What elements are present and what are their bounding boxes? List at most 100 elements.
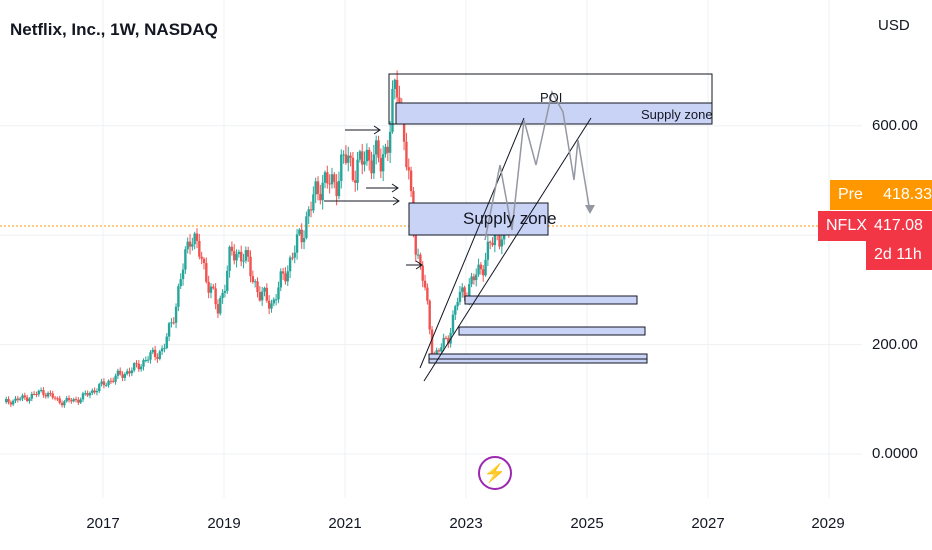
- candle-body: [309, 209, 313, 211]
- x-tick-2027: 2027: [691, 515, 725, 532]
- candle-body: [388, 131, 392, 153]
- candle-body: [18, 398, 22, 400]
- candle-body: [88, 392, 92, 396]
- candle-body: [270, 303, 273, 309]
- candle-body: [81, 393, 85, 400]
- candle-body: [126, 371, 129, 374]
- candle-body: [65, 398, 68, 402]
- candle-body: [123, 373, 127, 378]
- demand-zone[interactable]: [464, 295, 638, 305]
- countdown-value: 2d 11h: [874, 246, 922, 263]
- demand-zone[interactable]: [428, 358, 648, 364]
- candle-body: [158, 351, 161, 359]
- channel-upper-line[interactable]: [419, 117, 525, 369]
- candle-body: [179, 279, 182, 287]
- candle-body: [214, 288, 217, 305]
- candle-body: [349, 155, 352, 158]
- projection-path[interactable]: [484, 89, 591, 241]
- candle-body: [337, 180, 341, 197]
- candle-body: [372, 154, 376, 174]
- candle-body: [326, 172, 329, 184]
- candle-body: [456, 301, 459, 307]
- candle-body: [205, 263, 208, 282]
- candle-body: [91, 390, 94, 393]
- candle-body: [49, 392, 52, 394]
- candle-body: [312, 194, 315, 211]
- x-tick-2019: 2019: [207, 515, 241, 532]
- candle-body: [291, 257, 294, 259]
- candle-body: [300, 229, 303, 243]
- candle-body: [500, 239, 504, 247]
- x-tick-2025: 2025: [570, 515, 604, 532]
- candle-body: [498, 234, 501, 247]
- candle-body: [237, 251, 241, 255]
- y-tick-600: 600.00: [872, 117, 918, 134]
- candle-body: [489, 241, 492, 243]
- candle-body: [21, 395, 24, 399]
- candle-body: [181, 269, 185, 280]
- candle-body: [247, 250, 250, 257]
- candle-body: [368, 149, 371, 161]
- candle-body: [444, 337, 448, 339]
- candle-body: [67, 398, 71, 401]
- arrow-4-head: [415, 260, 423, 270]
- candle-body: [174, 306, 178, 323]
- pre-value: 418.33: [883, 186, 932, 203]
- candle-body: [223, 290, 227, 293]
- candle-body: [314, 181, 317, 195]
- bar-countdown-badge: 2d 11h: [866, 240, 932, 270]
- candle-body: [60, 402, 64, 406]
- y-tick-200: 200.00: [872, 336, 918, 353]
- candle-body: [198, 240, 201, 257]
- candle-body: [435, 350, 438, 356]
- x-tick-2023: 2023: [449, 515, 483, 532]
- arrow-2-head: [391, 183, 399, 193]
- channel-lower-line[interactable]: [423, 117, 592, 382]
- candle-body: [102, 381, 106, 386]
- candle-body: [121, 374, 124, 378]
- candle-body: [95, 390, 99, 393]
- candle-body: [405, 141, 408, 168]
- candle-body: [200, 256, 203, 259]
- candle-body: [302, 237, 306, 243]
- candle-body: [328, 183, 331, 185]
- supply-zone-upper[interactable]: [395, 102, 713, 125]
- candle-body: [423, 280, 427, 288]
- candle-body: [5, 399, 8, 403]
- candle-body: [272, 299, 275, 304]
- candle-body: [416, 254, 420, 256]
- candle-body: [263, 287, 266, 292]
- candle-body: [333, 174, 336, 182]
- candle-body: [235, 254, 238, 261]
- pre-market-badge: Pre 418.33: [830, 180, 932, 210]
- candle-body: [230, 246, 234, 252]
- candle-body: [151, 349, 154, 353]
- chart-grid: [0, 0, 862, 498]
- projection-arrowhead: [585, 205, 595, 214]
- candle-body: [323, 172, 327, 183]
- lightning-bolt-icon[interactable]: ⚡: [478, 456, 512, 490]
- candle-body: [107, 380, 110, 386]
- candle-body: [77, 399, 80, 403]
- candle-body: [46, 392, 50, 397]
- candle-body: [363, 161, 366, 165]
- candle-body: [212, 286, 215, 289]
- candle-body: [379, 157, 383, 172]
- candle-body: [244, 250, 248, 261]
- candle-body: [484, 259, 487, 276]
- candle-body: [53, 397, 57, 399]
- candle-body: [265, 287, 269, 301]
- supply-zone-lower[interactable]: [408, 202, 549, 236]
- candle-body: [321, 182, 324, 201]
- candle-body: [482, 269, 485, 276]
- candles: [5, 70, 513, 408]
- candle-body: [79, 399, 82, 403]
- candle-body: [86, 393, 89, 396]
- candle-body: [330, 174, 334, 185]
- candle-body: [35, 393, 38, 395]
- demand-zone[interactable]: [458, 326, 646, 336]
- candle-body: [167, 323, 171, 337]
- candle-body: [274, 299, 278, 301]
- candle-body: [293, 252, 296, 258]
